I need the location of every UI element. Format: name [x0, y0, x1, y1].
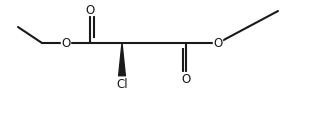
Text: O: O [181, 73, 190, 86]
Text: O: O [61, 37, 71, 50]
Text: O: O [213, 37, 223, 50]
Text: Cl: Cl [116, 77, 128, 90]
Text: O: O [85, 3, 95, 16]
Polygon shape [119, 44, 126, 77]
